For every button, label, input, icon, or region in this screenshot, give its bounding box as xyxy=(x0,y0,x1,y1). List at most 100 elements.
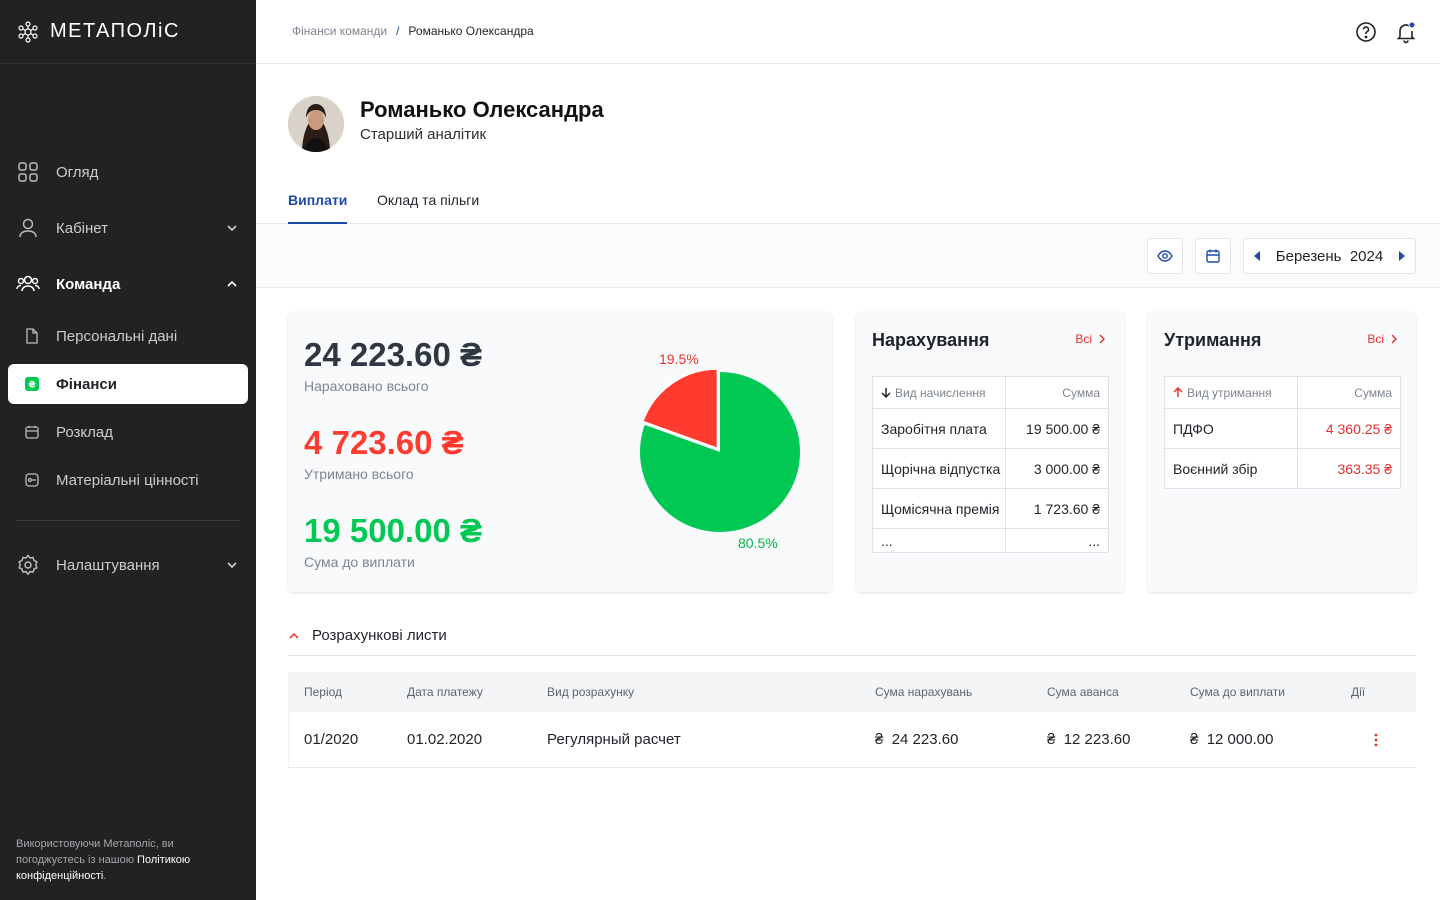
payout-label: Сума до виплати xyxy=(304,554,415,570)
gear-icon xyxy=(16,553,40,577)
col-calc-type[interactable]: Вид розрахунку xyxy=(547,685,635,699)
chevron-down-icon xyxy=(227,562,237,569)
next-month-icon[interactable] xyxy=(1398,251,1405,261)
row-advance-value: 12 223.60 xyxy=(1063,731,1131,748)
col-actions: Дії xyxy=(1351,685,1366,699)
accruals-card: Нарахування Всі Вид начислення Сумма Зар… xyxy=(856,312,1124,592)
chevron-down-icon xyxy=(227,225,237,232)
deductions-col-type[interactable]: Вид утримання xyxy=(1164,376,1298,409)
sidebar-item-team[interactable]: Команда xyxy=(8,264,248,304)
payslips-section-toggle[interactable]: Розрахункові листи xyxy=(288,627,447,644)
kebab-menu-icon[interactable] xyxy=(1372,732,1380,748)
accrual-sum: ... xyxy=(1005,528,1109,553)
tab-salary-benefits[interactable]: Оклад та пільги xyxy=(377,192,480,208)
col-advance[interactable]: Сума аванса xyxy=(1047,685,1119,699)
deductions-card: Утримання Всі Вид утримання Сумма ПДФО 4 … xyxy=(1148,312,1416,592)
deductions-col-sum[interactable]: Сумма xyxy=(1297,376,1401,409)
deductions-all-link[interactable]: Всі xyxy=(1367,332,1398,346)
accrued-total: 24 223.60 ₴ xyxy=(304,336,482,373)
accrual-name: Щорічна відпустка xyxy=(872,448,1006,489)
grid-icon xyxy=(16,160,40,184)
payslips-header: Період Дата платежу Вид розрахунку Сума … xyxy=(288,672,1416,712)
help-icon[interactable] xyxy=(1354,20,1378,44)
hryvnia-icon: ₴ xyxy=(24,376,40,392)
row-advance: ₴ 12 223.60 xyxy=(1047,731,1130,748)
sidebar-item-cabinet[interactable]: Кабінет xyxy=(8,208,248,248)
sidebar-subitem-label: Персональні дані xyxy=(56,327,178,345)
payout-total: 19 500.00 ₴ xyxy=(304,512,482,549)
user-icon xyxy=(16,216,40,240)
sidebar-divider xyxy=(16,520,240,521)
calendar-icon xyxy=(1206,249,1220,263)
sidebar-item-label: Налаштування xyxy=(56,556,160,574)
table-row: Щомісячна премія 1 723.60 ₴ xyxy=(872,488,1109,529)
chevron-up-icon xyxy=(289,632,299,639)
accrual-name: ... xyxy=(872,528,1006,553)
sidebar: МЕТАПОЛіС Огляд Кабінет Команда Персонал… xyxy=(0,0,256,900)
breadcrumb-current: Романько Олександра xyxy=(408,24,534,38)
svg-text:₴: ₴ xyxy=(28,381,36,391)
footer-end: . xyxy=(103,870,107,882)
accrual-name: Заробітня плата xyxy=(872,408,1006,449)
row-accrued-value: 24 223.60 xyxy=(891,731,959,748)
sidebar-subitem-personal[interactable]: Персональні дані xyxy=(8,316,248,356)
table-row[interactable]: 01/2020 01.02.2020 Регулярный расчет ₴ 2… xyxy=(288,712,1416,768)
accrual-sum: 3 000.00 ₴ xyxy=(1005,448,1109,489)
month-name: Березень xyxy=(1275,247,1342,265)
month-selector[interactable]: Березень 2024 xyxy=(1243,238,1416,274)
profile-name: Романько Олександра xyxy=(360,97,604,122)
accrual-name: Щомісячна премія xyxy=(872,488,1006,529)
logo-icon xyxy=(18,20,38,43)
withheld-label: Утримано всього xyxy=(304,466,414,482)
privacy-link[interactable]: Політикою конфіденційності xyxy=(16,854,191,882)
breadcrumb-parent[interactable]: Фінанси команди xyxy=(292,24,388,38)
sidebar-subitem-schedule[interactable]: Розклад xyxy=(8,412,248,452)
accruals-col-sum[interactable]: Сумма xyxy=(1005,376,1109,409)
sidebar-item-label: Команда xyxy=(56,275,121,293)
sidebar-subitem-label: Фінанси xyxy=(56,375,117,393)
month-year: 2024 xyxy=(1349,247,1384,265)
accruals-all-label: Всі xyxy=(1075,332,1092,346)
chevron-up-icon xyxy=(227,280,237,287)
sidebar-subitem-label: Матеріальні цінності xyxy=(56,471,199,489)
accrued-label: Нараховано всього xyxy=(304,378,429,394)
col-payment-date[interactable]: Дата платежу xyxy=(407,685,483,699)
asset-icon xyxy=(24,472,40,488)
col-period[interactable]: Період xyxy=(304,685,343,699)
summary-card: 24 223.60 ₴ Нараховано всього 4 723.60 ₴… xyxy=(288,312,832,592)
logo[interactable]: МЕТАПОЛіС xyxy=(0,0,256,64)
view-button[interactable] xyxy=(1147,238,1183,274)
row-payout: ₴ 12 000.00 xyxy=(1190,731,1273,748)
deductions-table: Вид утримання Сумма ПДФО 4 360.25 ₴ Воєнн… xyxy=(1164,376,1401,489)
tab-payments[interactable]: Виплати xyxy=(288,192,348,224)
accruals-col-type-label: Вид начислення xyxy=(895,385,986,400)
sidebar-item-settings[interactable]: Налаштування xyxy=(8,545,248,585)
chevron-right-icon xyxy=(1391,334,1397,344)
accruals-col-type[interactable]: Вид начислення xyxy=(872,376,1006,409)
withheld-total: 4 723.60 ₴ xyxy=(304,424,464,461)
accruals-all-link[interactable]: Всі xyxy=(1075,332,1106,346)
chevron-right-icon xyxy=(1099,334,1105,344)
calendar-button[interactable] xyxy=(1195,238,1231,274)
sidebar-item-overview[interactable]: Огляд xyxy=(8,152,248,192)
accrual-sum: 19 500.00 ₴ xyxy=(1005,408,1109,449)
arrow-up-icon xyxy=(1173,386,1183,397)
avatar xyxy=(288,96,344,152)
accrual-sum: 1 723.60 ₴ xyxy=(1005,488,1109,529)
pie-chart xyxy=(640,370,800,532)
team-icon xyxy=(16,272,40,296)
row-accrued: ₴ 24 223.60 xyxy=(875,731,958,748)
currency-sign: ₴ xyxy=(1047,731,1056,748)
pie-label-withheld: 19.5% xyxy=(659,351,699,367)
col-accrued[interactable]: Сума нарахувань xyxy=(875,685,973,699)
sidebar-subitem-finance[interactable]: ₴ Фінанси xyxy=(8,364,248,404)
currency-sign: ₴ xyxy=(875,731,884,748)
sidebar-subitem-assets[interactable]: Матеріальні цінності xyxy=(8,460,248,500)
deduction-sum: 4 360.25 ₴ xyxy=(1297,408,1401,449)
col-payout[interactable]: Сума до виплати xyxy=(1190,685,1285,699)
eye-icon xyxy=(1157,250,1173,262)
deductions-col-type-label: Вид утримання xyxy=(1187,385,1272,400)
prev-month-icon[interactable] xyxy=(1254,251,1260,261)
bell-icon[interactable] xyxy=(1394,20,1418,44)
deductions-title: Утримання xyxy=(1164,330,1262,350)
